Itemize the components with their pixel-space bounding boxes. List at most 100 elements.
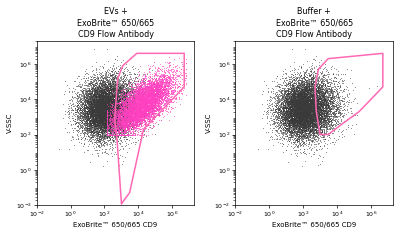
Point xyxy=(319,130,325,134)
Point xyxy=(137,103,143,107)
Point xyxy=(322,111,328,114)
Point xyxy=(84,101,90,104)
Point xyxy=(127,87,133,91)
Point xyxy=(100,122,106,125)
Point xyxy=(301,125,307,129)
Point xyxy=(120,84,126,88)
Point xyxy=(103,114,109,118)
Point xyxy=(306,106,312,110)
Point xyxy=(121,83,128,86)
Point xyxy=(333,115,339,119)
Point xyxy=(150,103,156,107)
Point xyxy=(101,114,108,117)
Point xyxy=(308,110,314,113)
Point xyxy=(84,99,90,103)
Point xyxy=(152,100,159,103)
Point xyxy=(110,130,116,133)
Point xyxy=(293,101,299,105)
Point xyxy=(114,119,120,123)
Point xyxy=(110,110,116,114)
Point xyxy=(93,124,99,128)
Point xyxy=(87,91,93,95)
Point xyxy=(280,103,286,107)
Point xyxy=(303,112,309,116)
Point xyxy=(308,106,315,110)
Point xyxy=(324,110,330,114)
Point xyxy=(144,97,151,100)
Point xyxy=(78,106,84,110)
Point xyxy=(126,105,132,108)
Point xyxy=(144,104,151,108)
Point xyxy=(96,118,102,122)
Point xyxy=(114,98,120,102)
Point xyxy=(297,123,303,127)
Point xyxy=(304,109,311,113)
Point xyxy=(128,111,134,115)
Point xyxy=(128,108,134,112)
Point xyxy=(286,112,292,116)
Point xyxy=(276,114,283,118)
Point xyxy=(96,117,103,121)
Point xyxy=(139,101,145,105)
Point xyxy=(137,97,143,101)
Point xyxy=(295,92,301,96)
Point xyxy=(124,108,130,111)
Point xyxy=(129,116,136,120)
Point xyxy=(299,112,305,116)
Point xyxy=(138,91,144,95)
Point xyxy=(100,92,106,96)
Point xyxy=(140,94,146,98)
Point xyxy=(104,102,110,106)
Point xyxy=(114,115,120,119)
Point xyxy=(166,61,172,65)
Point xyxy=(107,102,113,106)
Point xyxy=(75,134,82,138)
Point xyxy=(136,125,143,129)
Point xyxy=(289,137,295,141)
Point xyxy=(295,100,301,104)
Point xyxy=(135,102,141,105)
Point xyxy=(123,87,129,91)
Point xyxy=(130,64,136,68)
Point xyxy=(96,104,102,107)
Point xyxy=(295,112,301,116)
Point xyxy=(161,85,168,88)
Point xyxy=(151,82,158,85)
Point xyxy=(155,92,162,96)
Point xyxy=(108,106,114,110)
Point xyxy=(110,101,116,105)
Point xyxy=(112,105,119,108)
Point xyxy=(107,81,113,85)
Point xyxy=(309,95,316,99)
Point xyxy=(96,143,102,146)
Point xyxy=(295,115,302,119)
Point xyxy=(139,93,145,97)
Point xyxy=(318,88,325,91)
Point xyxy=(139,101,146,104)
Point xyxy=(105,89,112,93)
Point xyxy=(124,103,131,107)
Point xyxy=(280,126,286,130)
Point xyxy=(99,97,106,101)
Point xyxy=(104,133,111,137)
Point xyxy=(120,122,127,125)
Point xyxy=(82,116,88,120)
Point xyxy=(285,120,292,123)
Point xyxy=(302,105,308,109)
Point xyxy=(287,129,294,133)
Point xyxy=(86,113,93,117)
Point xyxy=(144,114,150,118)
Point xyxy=(135,121,142,125)
Point xyxy=(317,101,324,104)
Point xyxy=(135,97,142,101)
Point xyxy=(117,109,123,113)
Point xyxy=(130,88,136,91)
Point xyxy=(88,132,94,136)
Point xyxy=(88,119,94,123)
Point xyxy=(150,85,157,89)
Point xyxy=(112,107,118,111)
Point xyxy=(103,112,109,116)
Point xyxy=(107,130,114,133)
Point xyxy=(298,124,305,127)
Point xyxy=(316,106,322,110)
